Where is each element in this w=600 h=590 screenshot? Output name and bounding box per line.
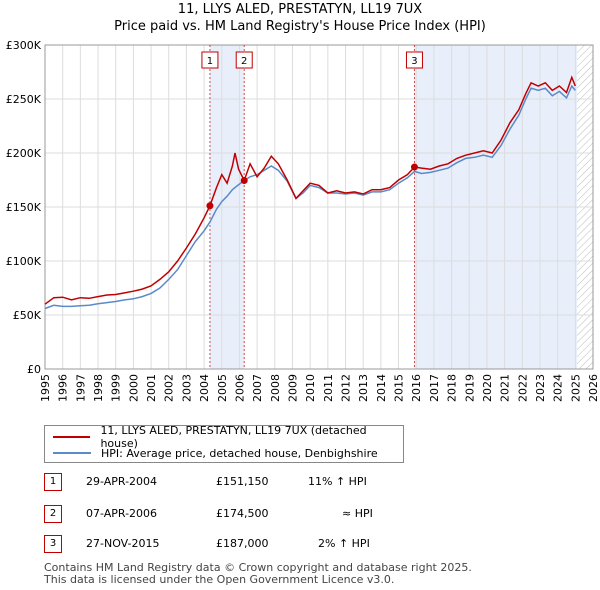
x-tick-label: 1995	[39, 374, 52, 402]
y-tick-label: £100K	[6, 255, 42, 268]
y-tick-label: £50K	[13, 309, 42, 322]
x-tick-label: 2013	[357, 374, 370, 402]
y-tick-label: £250K	[6, 93, 42, 106]
legend-label-property: 11, LLYS ALED, PRESTATYN, LL19 7UX (deta…	[100, 424, 367, 450]
marker-label: 2	[241, 56, 247, 67]
x-tick-label: 2024	[552, 374, 565, 402]
legend-label-hpi: HPI: Average price, detached house, Denb…	[101, 446, 378, 460]
transaction-price: £151,150	[216, 475, 269, 488]
x-tick-label: 2005	[216, 374, 229, 402]
transaction-row: 1 29-APR-2004 £151,150 11% ↑ HPI	[44, 473, 544, 493]
transaction-badge: 2	[44, 505, 62, 523]
legend-item-hpi: HPI: Average price, detached house, Denb…	[53, 446, 378, 460]
transaction-badge: 3	[44, 535, 62, 553]
x-tick-label: 2017	[428, 374, 441, 402]
marker-box	[201, 51, 219, 69]
x-tick-label: 2022	[516, 374, 529, 402]
x-tick-label: 2015	[393, 374, 406, 402]
x-tick-label: 2025	[569, 374, 582, 402]
transaction-row: 3 27-NOV-2015 £187,000 2% ↑ HPI	[44, 535, 544, 555]
transaction-price: £174,500	[216, 507, 269, 520]
x-tick-label: 2016	[410, 374, 423, 402]
chart-subtitle: Price paid vs. HM Land Registry's House …	[114, 19, 486, 34]
transaction-date: 27-NOV-2015	[86, 537, 160, 550]
sale-point	[240, 177, 248, 185]
x-tick-label: 2014	[375, 374, 388, 402]
marker-label: 1	[207, 56, 213, 67]
price-chart: £0 £50K £100K £150K £200K £250K £300K 1995 1996 1…	[6, 39, 600, 402]
transaction-vs-hpi: 11% ↑ HPI	[308, 475, 367, 488]
x-tick-label: 2026	[587, 374, 600, 402]
x-tick-label: 2009	[286, 374, 299, 402]
chart-title: 11, LLYS ALED, PRESTATYN, LL19 7UX	[177, 2, 423, 17]
x-tick-label: 2011	[322, 374, 335, 402]
x-tick-label: 2018	[446, 374, 459, 402]
marker-label: 3	[411, 56, 417, 67]
x-tick-label: 2006	[233, 374, 246, 402]
legend: 11, LLYS ALED, PRESTATYN, LL19 7UX (deta…	[44, 424, 404, 463]
x-tick-label: 2021	[499, 374, 512, 402]
x-tick-label: 2023	[534, 374, 547, 402]
x-tick-label: 2010	[304, 374, 317, 402]
footer-licence: This data is licensed under the Open Gov…	[44, 573, 395, 586]
footer: Contains HM Land Registry data © Crown c…	[44, 562, 472, 586]
x-tick-label: 2001	[145, 374, 158, 402]
marker-box	[235, 51, 253, 69]
sale-point	[206, 202, 214, 210]
x-tick-label: 2020	[481, 374, 494, 402]
legend-swatch-hpi	[53, 452, 91, 454]
x-tick-label: 1997	[74, 374, 87, 402]
legend-swatch-property	[53, 436, 91, 438]
x-tick-label: 1999	[110, 374, 123, 402]
y-tick-label: £300K	[6, 39, 42, 52]
y-tick-label: £150K	[6, 201, 42, 214]
sale-point	[410, 163, 418, 171]
x-tick-label: 2000	[127, 374, 140, 402]
x-tick-label: 2008	[269, 374, 282, 402]
x-tick-label: 2002	[163, 374, 176, 402]
transaction-row: 2 07-APR-2006 £174,500 ≈ HPI	[44, 505, 544, 525]
property-price-line	[44, 75, 576, 305]
x-tick-label: 2012	[340, 374, 353, 402]
transaction-vs-hpi: ≈ HPI	[342, 507, 373, 520]
transaction-date: 29-APR-2004	[86, 475, 158, 488]
footer-copyright: Contains HM Land Registry data © Crown c…	[44, 561, 472, 574]
transaction-price: £187,000	[216, 537, 269, 550]
x-tick-label: 2003	[180, 374, 193, 402]
x-tick-label: 2004	[198, 374, 211, 402]
transaction-date: 07-APR-2006	[86, 507, 158, 520]
x-tick-label: 1996	[57, 374, 70, 402]
hpi-line	[44, 84, 576, 310]
marker-box	[405, 51, 423, 69]
y-tick-label: £0	[27, 363, 41, 376]
transaction-vs-hpi: 2% ↑ HPI	[318, 537, 370, 550]
plot-frame	[44, 44, 594, 370]
x-tick-label: 1998	[92, 374, 105, 402]
transaction-badge: 1	[44, 473, 62, 491]
x-tick-label: 2007	[251, 374, 264, 402]
x-tick-label: 2019	[463, 374, 476, 402]
legend-item-property: 11, LLYS ALED, PRESTATYN, LL19 7UX (deta…	[53, 424, 403, 450]
y-tick-label: £200K	[6, 147, 42, 160]
